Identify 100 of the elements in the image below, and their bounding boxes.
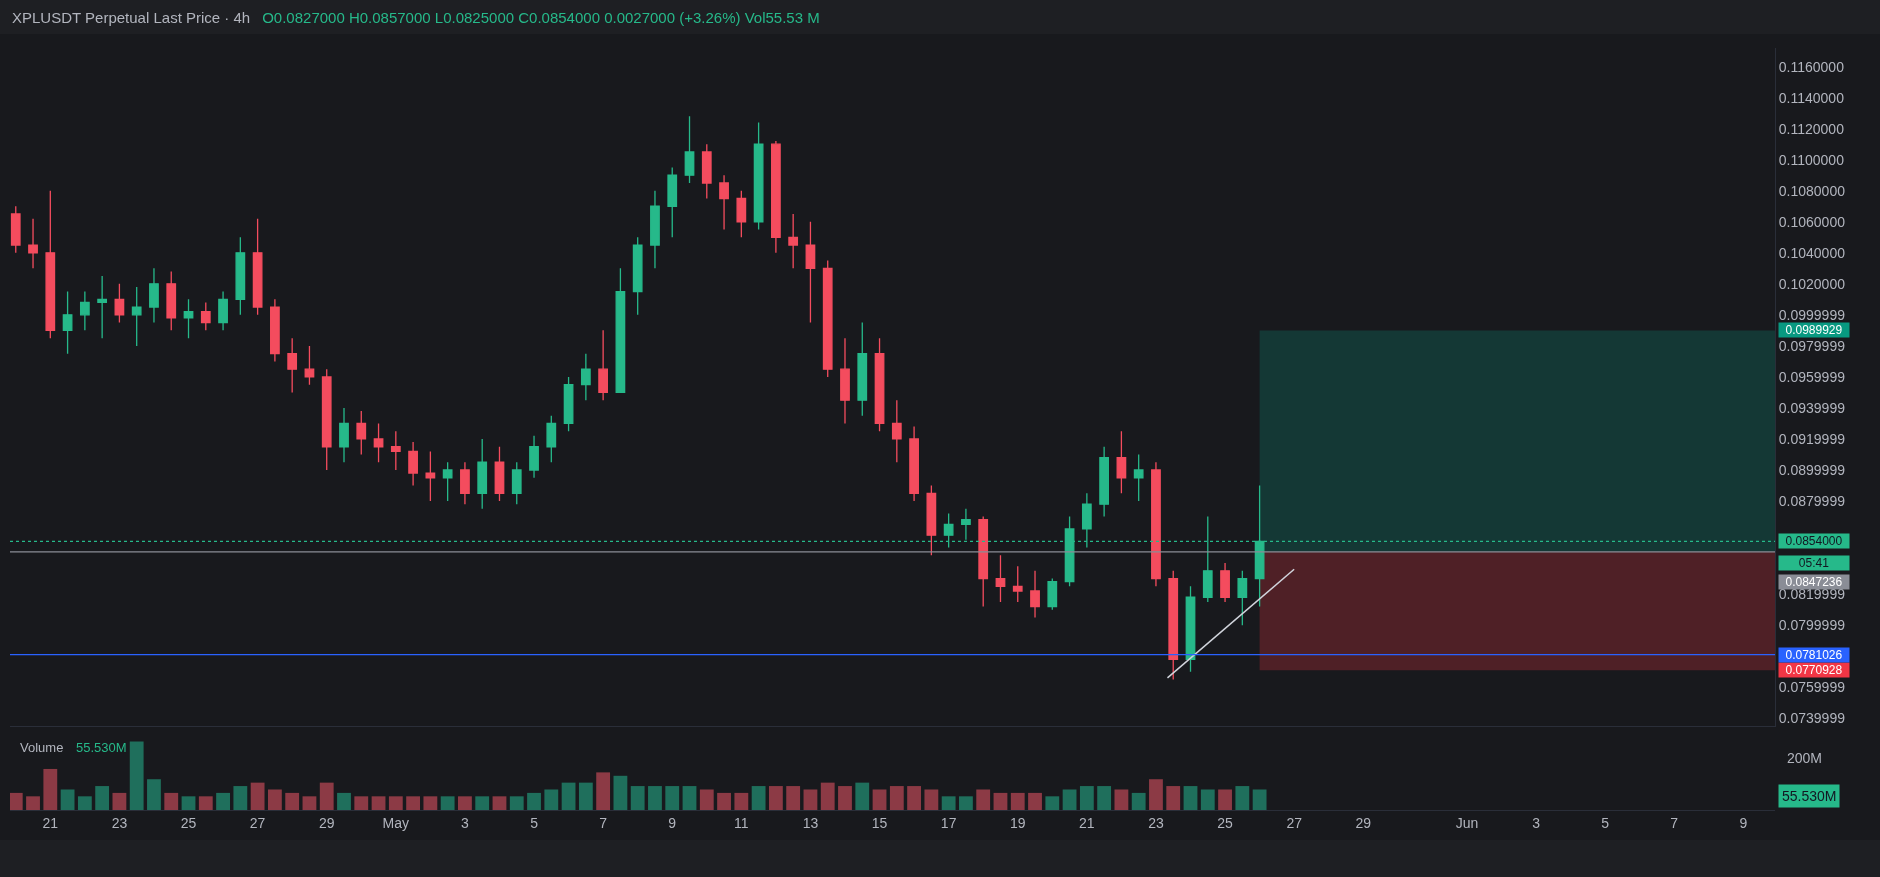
bar xyxy=(181,796,196,810)
bar xyxy=(561,782,576,810)
bar xyxy=(907,786,921,810)
candlestick xyxy=(166,270,177,332)
x-tick-label: 27 xyxy=(249,814,266,831)
bar xyxy=(1010,792,1025,810)
candlestick xyxy=(425,450,436,502)
bar xyxy=(509,796,524,810)
bar xyxy=(77,796,92,810)
x-tick-label: 21 xyxy=(42,814,59,831)
bar xyxy=(665,786,680,810)
candlestick xyxy=(28,218,38,269)
x-tick-label: 9 xyxy=(668,814,677,831)
x-tick-label: 29 xyxy=(1355,814,1372,831)
y-tick-label: 0.1060000 xyxy=(1778,213,1846,230)
x-tick-label: Jun xyxy=(1455,814,1479,831)
x-tick-label: 29 xyxy=(318,814,335,831)
candlestick xyxy=(736,190,747,238)
bar xyxy=(648,786,662,810)
candlestick xyxy=(771,140,781,254)
candlestick xyxy=(1168,570,1179,681)
candlestick xyxy=(356,410,367,456)
bar xyxy=(820,782,835,810)
x-tick-label: 9 xyxy=(1739,814,1748,831)
bar xyxy=(43,768,58,810)
y-tick-label: 0.0739999 xyxy=(1778,710,1846,727)
bar xyxy=(285,792,300,810)
bar xyxy=(855,782,870,810)
bar xyxy=(458,796,472,810)
x-tick-label: 23 xyxy=(111,814,128,831)
bar xyxy=(578,782,593,810)
x-tick-label: 15 xyxy=(871,814,888,831)
bar xyxy=(699,789,714,810)
bar xyxy=(1079,786,1094,810)
bar xyxy=(1252,789,1267,810)
candlestick xyxy=(1237,570,1248,626)
text: 200M xyxy=(1787,750,1823,766)
y-tick-label: 0.0819999 xyxy=(1778,586,1846,603)
x-tick-label: 25 xyxy=(1217,814,1234,831)
text: O0.0827000 H0.0857000 L0.0825000 C0.0854000 0.0027000 (+3.26%) Vol55.53 M xyxy=(262,9,820,26)
candlestick xyxy=(97,275,108,339)
candlestick xyxy=(753,121,764,231)
bar xyxy=(1183,786,1198,810)
bar xyxy=(786,786,801,810)
ref-line-label: 0.0854000 xyxy=(1785,534,1843,548)
bar xyxy=(1235,786,1250,810)
y-tick-label: 0.0959999 xyxy=(1778,368,1846,385)
bar xyxy=(267,789,282,810)
candlestick xyxy=(563,376,574,432)
candlestick xyxy=(891,399,902,463)
candlestick xyxy=(494,446,505,502)
y-tick-label: 0.1100000 xyxy=(1778,151,1845,168)
candlestick xyxy=(615,267,626,394)
bar xyxy=(751,786,766,810)
bar xyxy=(544,789,559,810)
bar xyxy=(423,796,438,810)
candlestick xyxy=(1116,430,1127,494)
bar xyxy=(527,792,541,810)
bar xyxy=(354,796,369,810)
candlestick xyxy=(477,438,488,510)
candlestick xyxy=(546,415,557,463)
y-tick-label: 0.0919999 xyxy=(1778,430,1846,447)
y-tick-label: 0.1020000 xyxy=(1778,275,1846,292)
candlestick xyxy=(339,407,349,463)
candlestick xyxy=(805,221,816,324)
ref-line-label: 0.0847236 xyxy=(1785,575,1843,589)
x-tick-label: 11 xyxy=(734,814,749,831)
candlestick xyxy=(788,213,799,269)
y-tick-label: 0.1080000 xyxy=(1778,182,1846,199)
bar xyxy=(337,792,351,810)
bar xyxy=(1045,796,1060,810)
bar xyxy=(768,786,783,810)
x-tick-label: 5 xyxy=(530,814,539,831)
annotation: 55.530M xyxy=(76,740,127,755)
bar xyxy=(1200,789,1215,810)
x-tick-label: 3 xyxy=(1532,814,1541,831)
candlestick xyxy=(10,205,21,254)
candlestick xyxy=(62,290,73,355)
bar xyxy=(1097,786,1112,810)
bar xyxy=(630,786,645,810)
candlestick xyxy=(667,166,678,238)
annotation: Volume xyxy=(20,740,64,755)
x-tick-label: 7 xyxy=(1670,814,1679,831)
bar xyxy=(1131,792,1146,810)
y-tick-label: 0.0759999 xyxy=(1778,679,1846,696)
candlestick xyxy=(1220,562,1230,603)
bar xyxy=(388,796,403,810)
candlestick xyxy=(926,484,937,556)
y-tick-label: 0.0899999 xyxy=(1778,461,1846,478)
bar xyxy=(164,792,179,810)
bar xyxy=(1114,789,1129,810)
text: 55.530M xyxy=(1782,788,1837,804)
candlestick xyxy=(580,352,591,401)
bar xyxy=(95,786,110,810)
bar xyxy=(198,796,213,810)
candlestick xyxy=(252,218,263,316)
candlestick xyxy=(598,329,609,401)
chart-title: XPLUSDT Perpetual Last Price · 4h xyxy=(12,9,251,26)
candlestick xyxy=(321,368,332,471)
bar xyxy=(10,792,23,810)
